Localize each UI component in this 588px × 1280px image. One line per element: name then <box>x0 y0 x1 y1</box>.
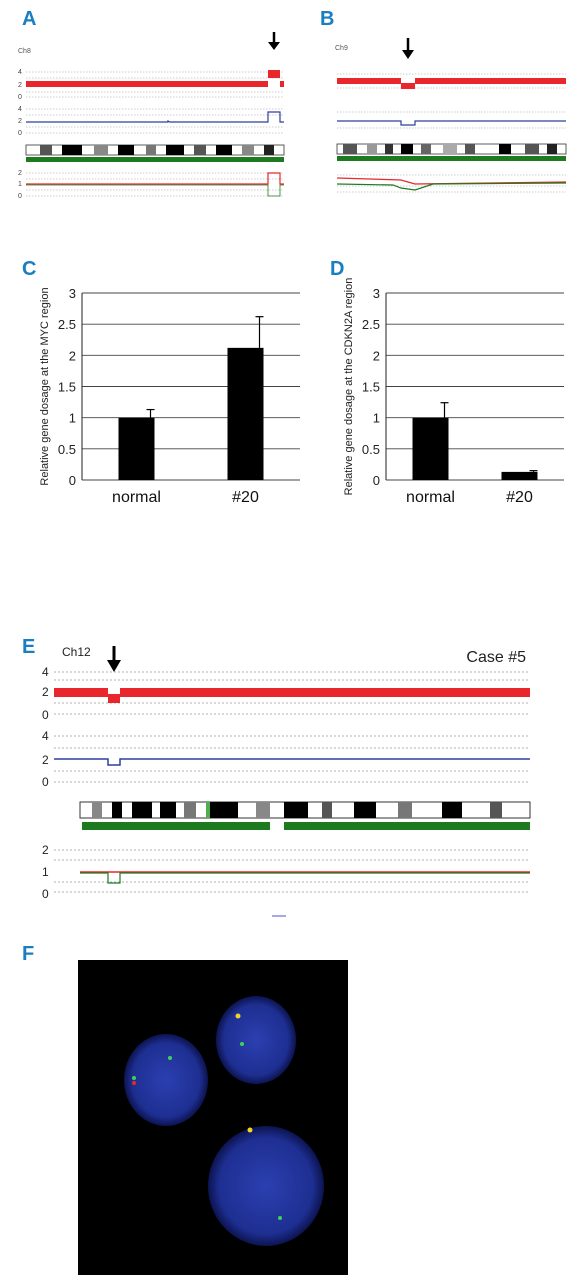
case-label: Case #5 <box>466 649 526 666</box>
nucleus <box>124 1034 208 1126</box>
fusion-probe-signal <box>247 1127 253 1133</box>
svg-text:1: 1 <box>42 865 49 879</box>
snp-array-panel-b: Ch9 <box>335 38 567 193</box>
ticks-mid: 4 2 0 <box>42 729 49 789</box>
loss-segment <box>108 694 120 703</box>
snp-array-panel-e: Ch12 Case #5 4 2 0 4 2 0 2 1 0 <box>42 645 531 917</box>
svg-text:2: 2 <box>42 843 49 857</box>
loss-segment <box>401 83 415 89</box>
svg-text:0: 0 <box>42 775 49 789</box>
red-probe-signal <box>132 1081 136 1085</box>
svg-text:4: 4 <box>42 729 49 743</box>
panel-label-c: C <box>22 258 37 280</box>
copy-number-track <box>54 688 108 697</box>
chromosome-ideogram <box>25 144 285 156</box>
fusion-probe-signal <box>235 1013 241 1019</box>
ticks-top: 4 2 0 <box>42 665 49 722</box>
y-tick-label: 3 <box>69 286 76 301</box>
y-axis-label: Relative gene dosage at the CDKN2A regio… <box>343 278 355 496</box>
svg-text:0: 0 <box>42 708 49 722</box>
svg-text:4: 4 <box>18 106 22 113</box>
bar <box>412 417 449 480</box>
green-probe-signal <box>278 1216 282 1220</box>
log-ratio-track <box>337 120 566 126</box>
ticks-bottom: 2 1 0 <box>18 170 22 200</box>
nucleus <box>216 996 296 1084</box>
snp-array-panel-a: Ch8 4 2 0 4 2 0 2 1 0 <box>18 32 285 200</box>
chromosome-label: Ch12 <box>62 645 91 659</box>
bar <box>118 417 155 480</box>
bar <box>227 347 264 480</box>
ticks-mid: 4 2 0 <box>18 106 22 137</box>
snp-coverage-track <box>26 157 284 162</box>
svg-text:4: 4 <box>42 665 49 679</box>
y-tick-label: 1 <box>373 411 380 426</box>
y-tick-label: 1.5 <box>58 380 76 395</box>
chromosome-ideogram <box>336 143 567 155</box>
y-tick-label: 2 <box>373 348 380 363</box>
panel-label-e: E <box>22 636 36 658</box>
y-tick-label: 3 <box>373 286 380 301</box>
y-tick-label: 2.5 <box>362 317 380 332</box>
log-ratio-track <box>54 758 530 766</box>
copy-number-track <box>337 78 401 84</box>
y-tick-label: 0 <box>69 473 76 488</box>
panel-label-b: B <box>320 8 335 30</box>
svg-text:2: 2 <box>18 118 22 125</box>
svg-text:4: 4 <box>18 69 22 76</box>
y-tick-label: 0 <box>373 473 380 488</box>
svg-text:2: 2 <box>42 753 49 767</box>
ticks-top: 4 2 0 <box>18 69 22 101</box>
fish-micrograph <box>78 960 348 1275</box>
arrow-down-icon <box>268 32 280 50</box>
chromosome-ideogram <box>79 801 531 819</box>
y-tick-label: 1.5 <box>362 380 380 395</box>
green-probe-signal <box>132 1076 136 1080</box>
bar <box>501 471 538 480</box>
y-axis-label: Relative gene dosage at the MYC region <box>39 287 51 485</box>
log-ratio-track <box>26 111 284 123</box>
svg-text:1: 1 <box>18 181 22 188</box>
copy-number-track <box>26 81 268 87</box>
category-label: #20 <box>506 489 533 506</box>
panel-label-f: F <box>22 943 35 965</box>
category-label: normal <box>406 489 455 506</box>
chromosome-label: Ch9 <box>335 45 348 52</box>
y-tick-label: 2 <box>69 348 76 363</box>
chromosome-label: Ch8 <box>18 48 31 55</box>
svg-text:2: 2 <box>18 82 22 89</box>
bar-chart-myc: 0 0.5 1 1.5 2 2.5 3 normal #20 Relative gene dosa… <box>39 286 300 506</box>
svg-text:2: 2 <box>42 685 49 699</box>
green-probe-signal <box>240 1042 244 1046</box>
category-label: #20 <box>232 489 259 506</box>
ticks-bottom: 2 1 0 <box>42 843 49 901</box>
y-tick-label: 1 <box>69 411 76 426</box>
bar-chart-cdkn2a: 0 0.5 1 1.5 2 2.5 3 normal #20 Relative gene dosa… <box>343 278 564 506</box>
arrow-down-icon <box>402 38 414 59</box>
svg-text:0: 0 <box>18 130 22 137</box>
y-tick-label: 0.5 <box>58 442 76 457</box>
snp-coverage-track <box>82 822 270 830</box>
arrow-down-icon <box>107 646 121 672</box>
svg-text:0: 0 <box>42 887 49 901</box>
nucleus <box>208 1126 324 1246</box>
green-probe-signal <box>168 1056 172 1060</box>
svg-text:2: 2 <box>18 170 22 177</box>
category-label: normal <box>112 489 161 506</box>
gain-segment <box>268 70 280 78</box>
panel-label-d: D <box>330 258 345 280</box>
svg-text:0: 0 <box>18 94 22 101</box>
allele-ratio-track <box>26 172 284 185</box>
y-tick-label: 0.5 <box>362 442 380 457</box>
snp-coverage-track <box>337 156 566 161</box>
panel-label-a: A <box>22 8 37 30</box>
y-tick-label: 2.5 <box>58 317 76 332</box>
svg-text:0: 0 <box>18 193 22 200</box>
